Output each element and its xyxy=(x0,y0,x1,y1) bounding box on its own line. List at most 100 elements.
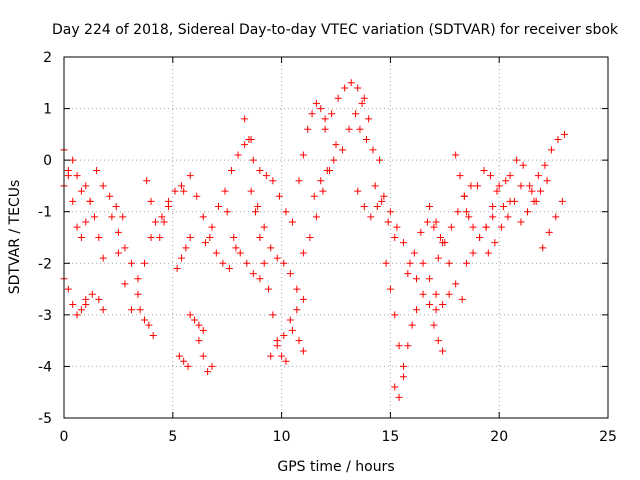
data-point xyxy=(384,218,392,226)
data-point xyxy=(141,259,149,267)
data-point xyxy=(432,306,440,314)
series-t20 xyxy=(267,295,307,360)
series-t22 xyxy=(256,166,296,226)
data-point xyxy=(141,316,149,324)
data-point xyxy=(191,316,199,324)
data-point xyxy=(77,306,85,314)
data-point xyxy=(330,156,338,164)
data-point xyxy=(436,234,444,241)
data-point xyxy=(458,295,466,303)
data-point xyxy=(482,223,490,231)
data-point xyxy=(463,208,471,216)
data-point xyxy=(282,357,290,365)
data-point xyxy=(386,285,394,293)
data-point xyxy=(560,130,568,138)
data-point xyxy=(432,218,440,226)
data-point xyxy=(406,259,414,267)
y-tick-label: -1 xyxy=(38,205,52,221)
x-tick-label: 5 xyxy=(168,429,177,445)
series-t31 xyxy=(382,259,421,370)
series-t10 xyxy=(173,234,194,272)
data-point xyxy=(391,383,399,391)
y-tick-label: 0 xyxy=(43,153,52,169)
series-t25 xyxy=(310,156,338,200)
series-t27 xyxy=(339,99,373,154)
data-point xyxy=(376,156,384,164)
data-point xyxy=(408,321,416,329)
data-point xyxy=(99,254,107,262)
data-point xyxy=(513,156,521,164)
y-tick-label: -3 xyxy=(38,308,52,324)
data-point xyxy=(460,192,468,200)
data-point xyxy=(184,362,192,370)
series-t3 xyxy=(82,290,107,314)
data-point xyxy=(469,223,477,231)
series-t38 xyxy=(434,182,475,262)
data-point xyxy=(86,197,94,205)
data-point xyxy=(82,218,90,226)
data-point xyxy=(77,187,85,195)
data-point xyxy=(251,208,259,216)
data-point xyxy=(267,352,275,360)
data-point xyxy=(241,141,249,149)
data-point xyxy=(534,172,542,180)
data-point xyxy=(256,275,264,283)
data-point xyxy=(480,166,488,174)
data-point xyxy=(114,249,122,257)
data-point xyxy=(69,197,77,205)
data-point xyxy=(321,115,329,123)
data-point xyxy=(64,166,72,174)
data-point xyxy=(214,203,222,211)
data-point xyxy=(225,264,233,272)
series-t42 xyxy=(473,166,514,211)
data-point xyxy=(382,259,390,267)
series-t8 xyxy=(143,177,172,241)
data-point xyxy=(445,290,453,298)
series-t1 xyxy=(60,156,107,262)
data-point xyxy=(223,208,231,216)
data-point xyxy=(380,192,388,200)
data-point xyxy=(256,234,264,241)
data-point xyxy=(254,203,262,211)
data-point xyxy=(275,192,283,200)
data-point xyxy=(352,110,360,118)
data-point xyxy=(543,177,551,185)
data-point xyxy=(280,331,288,339)
data-point xyxy=(99,182,107,190)
data-points xyxy=(60,79,568,401)
series-t37 xyxy=(426,203,466,303)
data-point xyxy=(419,259,427,267)
data-point xyxy=(173,264,181,272)
data-point xyxy=(308,110,316,118)
series-t5 xyxy=(114,234,155,314)
data-point xyxy=(345,125,353,133)
data-point xyxy=(145,321,153,329)
series-t44 xyxy=(506,156,540,205)
data-point xyxy=(247,187,255,195)
data-point xyxy=(317,105,325,113)
data-point xyxy=(347,79,355,87)
data-point xyxy=(539,244,547,252)
data-point xyxy=(452,280,460,288)
data-point xyxy=(178,254,186,262)
data-point xyxy=(232,244,240,252)
data-point xyxy=(143,177,151,185)
data-point xyxy=(504,213,512,221)
data-point xyxy=(299,249,307,257)
data-point xyxy=(445,259,453,267)
y-tick-label: -5 xyxy=(38,411,52,427)
data-point xyxy=(378,197,386,205)
series-t45 xyxy=(517,177,551,226)
data-point xyxy=(489,203,497,211)
data-point xyxy=(164,203,172,211)
data-point xyxy=(491,239,499,247)
data-point xyxy=(354,187,362,195)
data-point xyxy=(391,234,399,241)
series-t35 xyxy=(419,259,453,309)
data-point xyxy=(245,136,253,144)
data-point xyxy=(537,187,545,195)
series-t39 xyxy=(452,151,473,221)
data-point xyxy=(267,244,275,252)
data-point xyxy=(243,259,251,267)
data-point xyxy=(439,347,447,355)
